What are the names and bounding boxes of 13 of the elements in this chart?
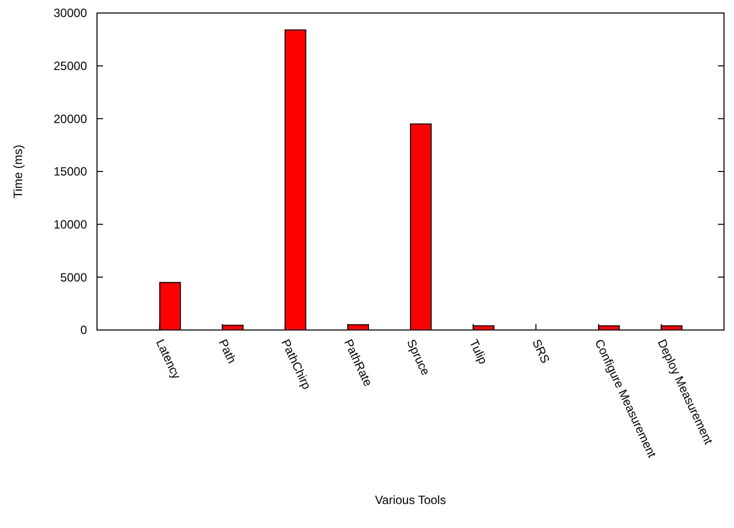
y-tick-label: 30000 <box>54 6 88 20</box>
x-tick-label: Spruce <box>404 337 433 378</box>
y-tick-label: 5000 <box>60 270 88 284</box>
x-tick-label: Tulip <box>466 337 490 367</box>
y-tick-label: 15000 <box>54 164 88 179</box>
x-tick-label: SRS <box>529 337 552 366</box>
y-tick-label: 25000 <box>54 59 88 74</box>
x-axis-title: Various Tools <box>375 493 446 507</box>
x-tick-label: Path <box>216 337 239 366</box>
y-axis-title: Time (ms) <box>11 144 25 198</box>
y-tick-label: 10000 <box>54 218 88 232</box>
y-tick-label: 20000 <box>54 112 88 126</box>
y-tick-label: 0 <box>80 323 88 338</box>
